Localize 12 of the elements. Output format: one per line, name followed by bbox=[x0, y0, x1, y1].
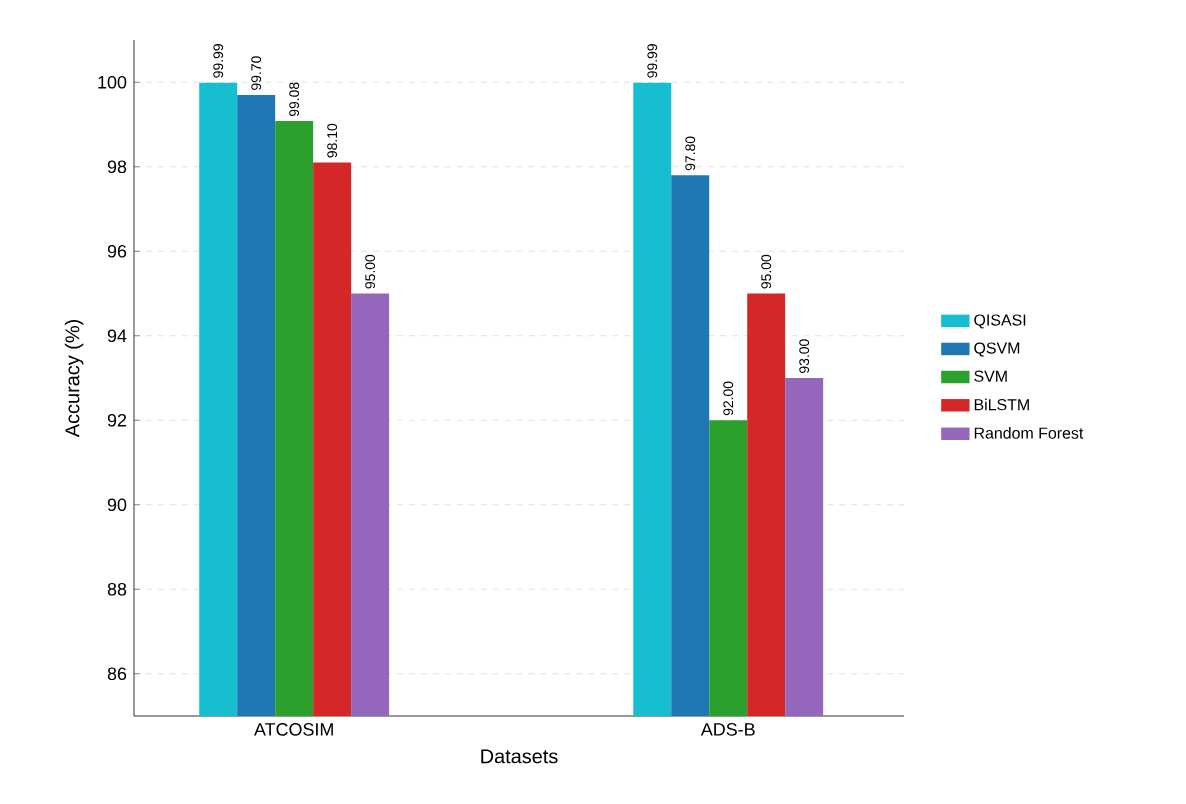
y-tick-label: 88 bbox=[107, 582, 127, 596]
x-tick-label: ATCOSIM bbox=[254, 723, 333, 736]
y-tick-label: 100 bbox=[98, 75, 127, 89]
y-tick-label: 86 bbox=[107, 667, 127, 681]
y-tick-label: 98 bbox=[107, 160, 127, 174]
y-tick-label: 90 bbox=[107, 498, 127, 512]
y-axis-title: Accuracy (%) bbox=[64, 320, 84, 438]
y-tick-label: 94 bbox=[107, 329, 127, 343]
x-tick-label: ADS-B bbox=[700, 723, 755, 736]
y-tick-label: 96 bbox=[107, 244, 127, 258]
x-axis-title: Datasets bbox=[481, 749, 558, 764]
y-tick-label: 92 bbox=[107, 413, 127, 427]
